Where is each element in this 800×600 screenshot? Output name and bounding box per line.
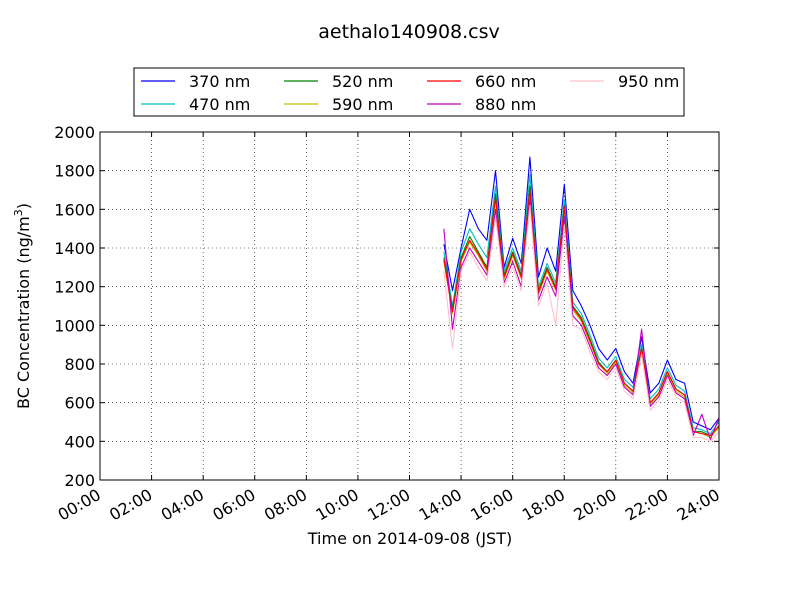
x-tick-label: 06:00 — [209, 485, 258, 525]
series-lines — [443, 156, 720, 442]
y-tick-label: 1000 — [54, 316, 95, 335]
legend-label: 660 nm — [475, 72, 536, 91]
legend-label: 470 nm — [189, 95, 250, 114]
y-tick-label: 1200 — [54, 278, 95, 297]
series-line-470-nm — [443, 173, 720, 435]
y-axis-label-superscript: 3 — [12, 209, 25, 216]
x-axis-label: Time on 2014-09-08 (JST) — [307, 529, 512, 548]
x-tick-label: 24:00 — [674, 485, 723, 525]
x-tick-label: 10:00 — [312, 485, 361, 525]
y-tick-label: 800 — [64, 355, 95, 374]
series-line-370-nm — [443, 156, 720, 431]
legend-box — [133, 67, 685, 117]
y-tick-label: 1600 — [54, 200, 95, 219]
x-tick-label: 18:00 — [519, 485, 568, 525]
series-line-660-nm — [443, 189, 720, 437]
series-line-880-nm — [443, 199, 720, 440]
y-tick-label: 200 — [64, 471, 95, 490]
x-tick-label: 04:00 — [158, 485, 207, 525]
y-tick-labels: 200 400 600 800 1000 1200 1400 1600 1800 2000 — [54, 123, 95, 490]
series-line-950-nm — [443, 204, 720, 442]
y-axis-label-main: BC Concentration (ng/m — [14, 216, 33, 409]
y-tick-label: 2000 — [54, 123, 95, 142]
y-tick-label: 400 — [64, 432, 95, 451]
legend-label: 520 nm — [332, 72, 393, 91]
x-tick-label: 16:00 — [467, 485, 516, 525]
x-tick-label: 20:00 — [570, 485, 619, 525]
legend-label: 590 nm — [332, 95, 393, 114]
legend-label: 950 nm — [618, 72, 679, 91]
plot-area — [100, 132, 719, 480]
x-tick-label: 02:00 — [106, 485, 155, 525]
axis-ticks — [99, 131, 720, 481]
legend-label: 880 nm — [475, 95, 536, 114]
y-tick-label: 600 — [64, 394, 95, 413]
y-axis-label-end: ) — [14, 203, 33, 209]
y-tick-label: 1400 — [54, 239, 95, 258]
chart-title: aethalo140908.csv — [318, 21, 500, 43]
legend: 370 nm 470 nm 520 nm 590 nm 660 nm 880 nm 950 … — [133, 67, 685, 117]
y-tick-label: 1800 — [54, 162, 95, 181]
x-tick-labels: 00:00 02:00 04:00 06:00 08:00 10:00 12:00 14:00… — [55, 485, 723, 525]
x-tick-label: 14:00 — [416, 485, 465, 525]
x-tick-label: 08:00 — [261, 485, 310, 525]
y-axis-label: BC Concentration (ng/m3) — [12, 203, 33, 409]
x-tick-label: 22:00 — [622, 485, 671, 525]
x-tick-label: 12:00 — [364, 485, 413, 525]
legend-label: 370 nm — [189, 72, 250, 91]
x-tick-label: 00:00 — [55, 485, 104, 525]
